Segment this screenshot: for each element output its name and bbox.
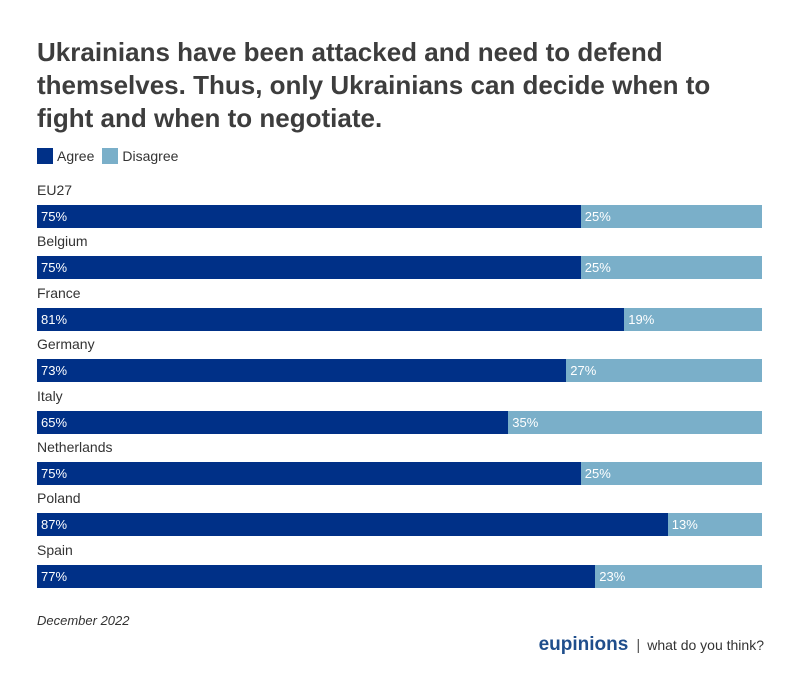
value-label-eu27-disagree: 25%	[584, 209, 611, 224]
brand-logo-text: eupinions	[538, 634, 629, 655]
category-label-france: France	[37, 284, 81, 301]
bar-italy-disagree	[508, 410, 762, 434]
bar-eu27-disagree	[580, 205, 762, 228]
legend-item-disagree: Disagree	[102, 148, 178, 164]
chart-title: Ukrainians have been attacked and need t…	[37, 37, 711, 133]
bar-eu27-agree	[37, 205, 581, 228]
value-label-spain-agree: 77%	[41, 568, 68, 584]
value-label-netherlands-disagree: 25%	[584, 466, 611, 481]
bar-italy-agree	[37, 410, 509, 434]
legend: Agree Disagree	[37, 148, 186, 164]
value-label-italy-agree: 65%	[41, 414, 68, 430]
bar-poland-agree	[37, 513, 668, 537]
value-label-italy-disagree: 35%	[512, 414, 539, 430]
value-label-france-agree: 81%	[41, 311, 68, 327]
value-label-eu27-agree: 75%	[41, 209, 68, 224]
footer-branding: eupinions | what do you think?	[539, 634, 764, 656]
legend-item-agree: Agree	[37, 148, 94, 164]
bar-spain-agree	[37, 564, 596, 588]
bar-belgium-agree	[37, 256, 581, 280]
category-label-germany: Germany	[37, 336, 95, 353]
footer-tagline: what do you think?	[647, 637, 764, 653]
category-label-spain: Spain	[37, 541, 73, 558]
bar-belgium-disagree	[580, 256, 762, 280]
category-label-italy: Italy	[37, 387, 63, 404]
bar-netherlands-agree	[37, 462, 581, 485]
survey-date: December 2022	[37, 613, 130, 628]
category-label-poland: Poland	[37, 490, 81, 507]
value-label-poland-agree: 87%	[41, 517, 68, 533]
category-label-netherlands: Netherlands	[37, 439, 113, 455]
bar-spain-disagree	[595, 564, 762, 588]
bar-germany-agree	[37, 359, 567, 383]
footer-separator: |	[636, 637, 641, 654]
value-label-belgium-agree: 75%	[41, 260, 68, 276]
bar-france-disagree	[624, 307, 762, 331]
bar-poland-disagree	[667, 513, 762, 537]
legend-swatch-disagree	[102, 148, 119, 164]
value-label-germany-disagree: 27%	[570, 363, 597, 379]
category-label-eu27: EU27	[37, 182, 73, 198]
bar-germany-disagree	[566, 359, 762, 383]
category-label-belgium: Belgium	[37, 233, 88, 250]
legend-label-disagree: Disagree	[122, 148, 179, 164]
bar-france-agree	[37, 307, 625, 331]
value-label-spain-disagree: 23%	[599, 568, 626, 584]
legend-swatch-agree	[37, 148, 53, 164]
value-label-belgium-disagree: 25%	[584, 260, 611, 276]
legend-label-agree: Agree	[57, 148, 95, 164]
bar-netherlands-disagree	[580, 462, 762, 485]
value-label-poland-disagree: 13%	[671, 517, 698, 533]
value-label-netherlands-agree: 75%	[41, 466, 68, 481]
value-label-germany-agree: 73%	[41, 363, 68, 379]
value-label-france-disagree: 19%	[628, 311, 655, 327]
